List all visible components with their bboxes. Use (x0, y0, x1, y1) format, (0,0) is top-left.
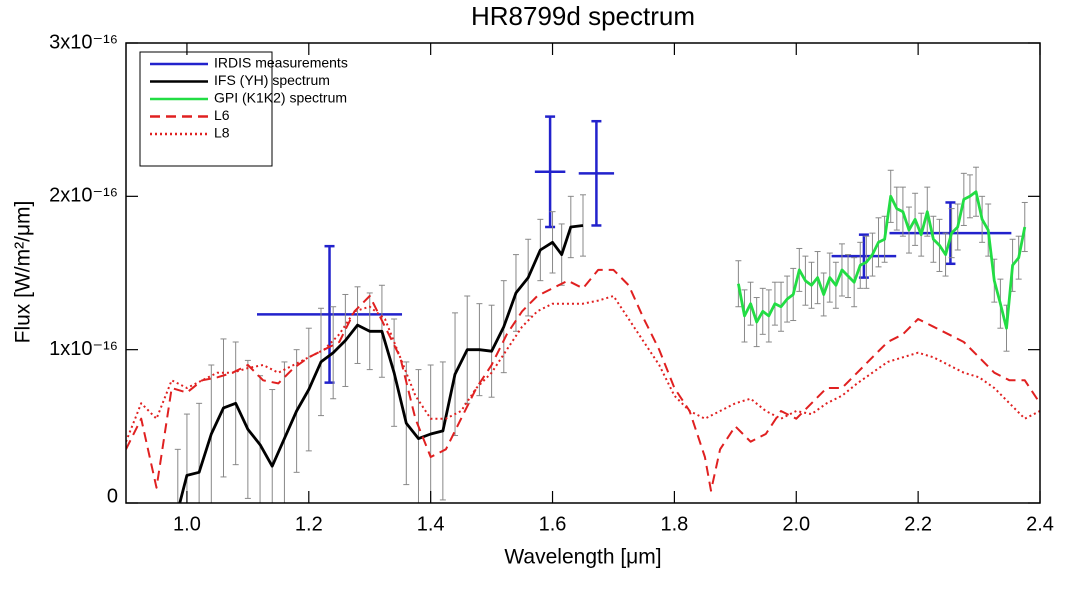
y-axis-label: Flux [W/m²/μm] (12, 201, 35, 344)
x-tick-label: 2.0 (782, 513, 810, 535)
chart-title: HR8799d spectrum (471, 1, 695, 31)
x-tick-label: 1.0 (173, 513, 201, 535)
series-line (737, 190, 1027, 330)
legend-box (139, 51, 273, 167)
x-axis-label: Wavelength [μm] (504, 546, 661, 569)
plot-frame (125, 42, 1041, 504)
x-tick-label: 2.2 (904, 513, 932, 535)
x-tick-label: 1.2 (295, 513, 323, 535)
x-tick-label: 2.4 (1026, 513, 1054, 535)
plot-area (126, 115, 1040, 503)
legend-label: IRDIS measurements (214, 55, 348, 71)
y-tick-label: 3x10⁻¹⁶ (49, 31, 118, 53)
series-line (126, 295, 1040, 443)
x-tick-label: 1.6 (539, 513, 567, 535)
series-line (126, 268, 1040, 492)
y-tick-label: 1x10⁻¹⁶ (49, 338, 118, 360)
legend-label: IFS (YH) spectrum (214, 72, 330, 88)
legend-label: GPI (K1K2) spectrum (214, 90, 347, 106)
series-line (178, 224, 584, 503)
x-tick-label: 1.4 (417, 513, 445, 535)
legend-label: L8 (214, 125, 230, 141)
y-tick-label: 0 (107, 485, 118, 507)
x-tick-label: 1.8 (660, 513, 688, 535)
y-tick-label: 2x10⁻¹⁶ (49, 185, 118, 207)
legend-label: L6 (214, 107, 230, 123)
